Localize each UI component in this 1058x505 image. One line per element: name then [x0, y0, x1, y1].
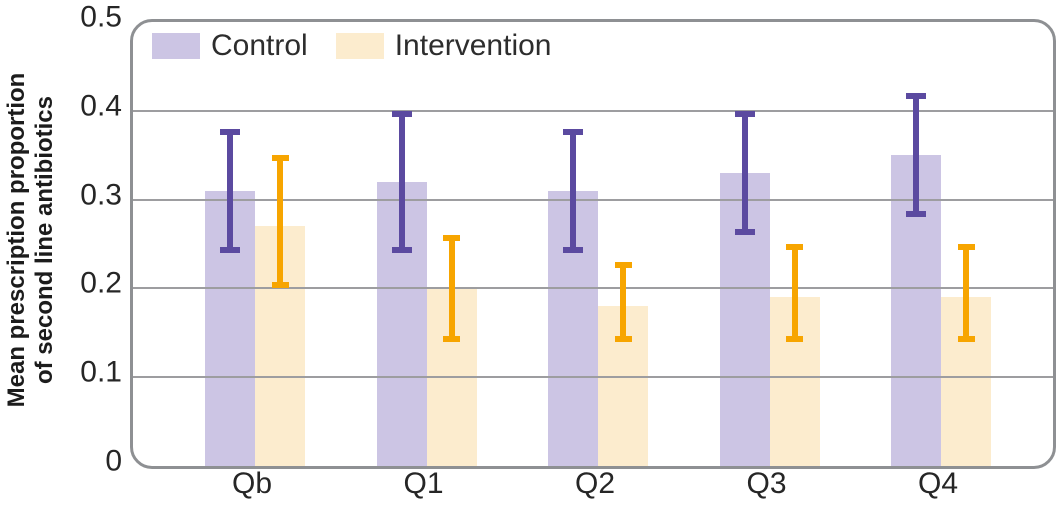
y-tick-label-0: 0: [105, 444, 122, 478]
y-axis-label-line1: Mean prescription proportion: [3, 72, 30, 408]
error-bar-control-q2: [570, 128, 576, 253]
error-cap-top-intervention-q2: [614, 261, 632, 268]
intervention-swatch-icon: [335, 33, 384, 59]
error-cap-bottom-control-q2: [563, 246, 583, 253]
error-cap-top-control-qb: [220, 128, 240, 135]
error-cap-top-intervention-q3: [786, 244, 803, 250]
error-cap-top-control-q1: [391, 110, 412, 117]
error-cap-top-intervention-q4: [957, 244, 975, 250]
x-tick-label-qb: Qb: [231, 467, 273, 500]
error-cap-bottom-intervention-qb: [271, 282, 289, 289]
legend: Control Intervention: [152, 29, 552, 63]
error-bar-control-q1: [398, 110, 405, 253]
error-cap-bottom-control-qb: [220, 246, 240, 253]
y-tick-label-0.5: 0.5: [80, 0, 122, 34]
plot-area: [130, 19, 1056, 469]
error-cap-top-control-q2: [563, 128, 583, 135]
error-bar-intervention-q3: [791, 244, 798, 342]
error-bar-intervention-q4: [963, 244, 969, 342]
legend-item-control: Control: [152, 29, 308, 63]
error-cap-bottom-intervention-q3: [786, 335, 803, 342]
error-cap-bottom-intervention-q1: [443, 335, 460, 342]
error-bar-intervention-q2: [620, 261, 626, 342]
error-cap-bottom-intervention-q4: [957, 335, 975, 342]
y-tick-label-0.4: 0.4: [80, 89, 122, 123]
error-cap-bottom-control-q1: [391, 246, 412, 253]
x-tick-label-q4: Q4: [917, 467, 959, 500]
y-axis-label: Mean prescription proportion of second l…: [3, 4, 61, 476]
error-bar-intervention-q1: [448, 235, 455, 342]
error-bar-intervention-qb: [277, 155, 283, 289]
error-cap-bottom-intervention-q2: [614, 335, 632, 342]
x-tick-label-q3: Q3: [746, 467, 787, 500]
y-tick-label-0.2: 0.2: [80, 267, 122, 301]
error-cap-bottom-control-q3: [734, 229, 755, 236]
x-tick-label-q2: Q2: [574, 467, 616, 500]
y-tick-label-0.3: 0.3: [80, 178, 122, 212]
error-bar-control-qb: [227, 128, 233, 253]
error-cap-top-intervention-q1: [443, 235, 460, 242]
error-cap-top-control-q3: [734, 110, 755, 117]
y-tick-label-0.1: 0.1: [80, 355, 122, 389]
gridline-0.4: [133, 109, 1053, 112]
gridline-0.3: [133, 198, 1053, 201]
gridline-0.2: [133, 287, 1053, 290]
legend-label-control: Control: [211, 29, 308, 62]
control-swatch-icon: [152, 33, 200, 59]
gridline-0.1: [133, 376, 1053, 379]
x-tick-label-q1: Q1: [403, 467, 444, 500]
y-axis-label-line2: of second line antibiotics: [31, 95, 59, 385]
error-cap-bottom-control-q4: [906, 211, 926, 218]
legend-label-intervention: Intervention: [394, 29, 552, 62]
error-cap-top-intervention-qb: [271, 155, 289, 162]
error-bar-control-q3: [741, 110, 748, 236]
error-bar-control-q4: [913, 93, 919, 218]
error-cap-top-control-q4: [906, 93, 926, 100]
legend-item-intervention: Intervention: [335, 29, 552, 63]
